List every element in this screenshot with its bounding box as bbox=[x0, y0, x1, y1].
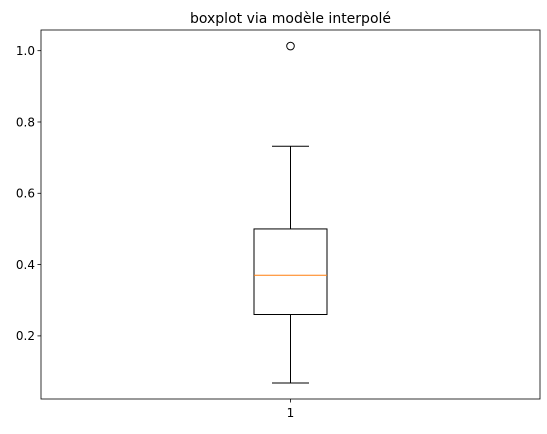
y-tick-label: 0.8 bbox=[16, 115, 35, 129]
box-group bbox=[253, 41, 328, 384]
y-tick-label: 0.4 bbox=[16, 258, 35, 272]
y-tick-label: 1.0 bbox=[16, 44, 35, 58]
outlier-point bbox=[286, 41, 295, 51]
x-axis: 1 bbox=[287, 399, 295, 420]
x-tick-label: 1 bbox=[287, 406, 295, 420]
y-tick-label: 0.2 bbox=[16, 329, 35, 343]
y-axis: 0.2 0.4 0.6 0.8 1.0 bbox=[16, 44, 41, 343]
chart-title: boxplot via modèle interpolé bbox=[190, 11, 391, 27]
iqr-box bbox=[253, 228, 328, 316]
y-tick-label: 0.6 bbox=[16, 187, 35, 201]
